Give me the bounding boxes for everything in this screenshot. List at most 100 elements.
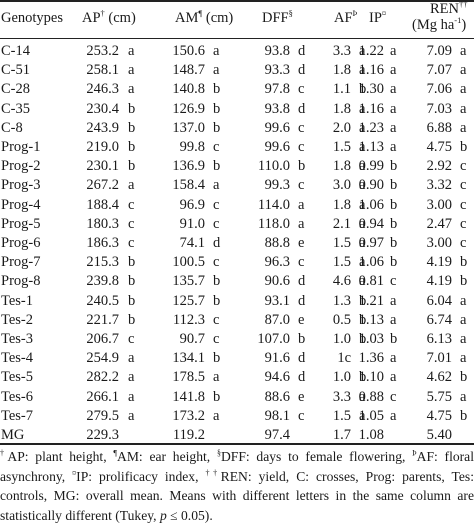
cell-am: 137.0 [172,119,205,136]
cell-ren: 4.62 [426,369,452,386]
cell-ap: 186.3 [86,235,119,251]
cell-dff: 96.3 [264,254,290,271]
cell-ap: 180.3 [86,215,119,232]
table-row: C-8 243.9 b 137.0 b 99.6 c 2.0 a 1.23 a 6.88 a [0,118,474,140]
table-row: Tes-2 221.7 b 112.3 c 87.0 e 0.5 b 1.13 a 6.74 a [0,310,474,332]
table-row: Prog-8 239.8 b 135.7 b 90.6 d 4.6 a 0.81 c 4.19 b [0,271,474,293]
cell-am: 150.6 [172,43,205,59]
cell-am: 135.7 [172,273,205,290]
cell-dff: 90.6 [264,273,290,290]
cell-ap: 267.2 [86,177,119,194]
cell-ren: 6.04 [426,292,452,309]
cell-ren-letter: a [460,311,467,328]
cell-ap: 254.9 [86,350,119,367]
cell-af-letter: a [359,100,366,117]
cell-af: 1.8 [332,62,351,79]
cell-dff-letter: e [298,388,305,405]
cell-af: 1.5 [332,235,351,251]
cell-dff-letter: a [298,196,305,213]
footnote-dff: DFF: days to female flowering, [220,449,413,464]
cell-ip: 1.06 [358,196,384,213]
cell-am: 141.8 [172,388,205,405]
header-genotypes: Genotypes [1,10,64,26]
cell-af-letter: b [359,292,367,309]
cell-ip-letter: b [390,254,398,271]
cell-dff: 88.8 [264,235,290,251]
cell-ap-letter: b [128,254,136,271]
cell-dff: 99.3 [264,177,290,194]
cell-af: 1.5 [332,407,351,424]
cell-am-letter: b [213,350,221,367]
cell-af-letter: a [359,177,366,194]
cell-genotype: Tes-2 [1,311,34,328]
cell-ap: 215.3 [86,254,119,271]
cell-ap: 230.4 [86,100,119,117]
header-ren: REN†† [430,0,468,17]
cell-ip: 1.16 [358,62,384,79]
cell-af-letter: a [359,407,366,424]
cell-ap-letter: c [128,235,135,251]
header-ip: IP¤ [369,9,386,26]
footnote-text: †AP: plant height, ¶AM: ear height, §DFF… [0,447,474,525]
cell-genotype: Tes-7 [1,407,34,424]
cell-ren: 7.03 [426,100,452,117]
cell-af-letter: a [359,388,366,405]
footnote-am: AM: ear height, [117,449,217,464]
cell-am-letter: a [213,369,220,386]
cell-ren-letter: b [460,273,468,290]
cell-ap-letter: c [128,215,135,232]
cell-ip-letter: a [390,62,397,79]
cell-am: 158.4 [172,177,205,194]
cell-am-letter: c [213,215,220,232]
cell-am: 96.9 [179,196,205,213]
cell-ap: 219.0 [86,139,119,155]
cell-ap-letter: a [128,369,135,386]
cell-ap-letter: b [128,100,136,117]
cell-ip-letter: b [390,235,398,251]
cell-ren-letter: b [460,407,468,424]
cell-am: 90.7 [179,331,205,347]
cell-genotype: Prog-1 [1,139,41,155]
table-row: Tes-6 266.1 a 141.8 b 88.6 e 3.3 a 0.88 c 5.75 a [0,387,474,409]
cell-genotype: Tes-1 [1,292,34,309]
cell-dff-letter: e [298,311,305,328]
cell-ip-letter: a [390,139,397,155]
cell-am-letter: c [213,331,220,347]
table-row: C-28 246.3 a 140.8 b 97.8 c 1.1 b 1.30 a 7.06 a [0,79,474,101]
header-ap: AP† (cm) [82,9,136,26]
cell-ip-letter: a [390,311,397,328]
cell-dff-letter: c [298,81,305,98]
cell-af: 1.5 [332,139,351,155]
table-row: Tes-1 240.5 b 125.7 b 93.1 d 1.3 b 1.21 a 6.04 a [0,291,474,313]
cell-ren-letter: c [460,158,467,175]
cell-genotype: Tes-4 [1,350,34,367]
cell-dff: 91.6 [264,350,290,367]
cell-ip: 0.81 [358,273,384,290]
cell-dff: 99.6 [264,119,290,136]
cell-am: 91.0 [179,215,205,232]
cell-ren-letter: a [460,119,467,136]
cell-am: 99.8 [179,139,205,155]
cell-dff-letter: d [298,43,306,59]
cell-ap: 258.1 [86,62,119,79]
cell-dff-letter: d [298,100,306,117]
cell-am: 112.3 [172,311,205,328]
cell-dff-letter: c [298,254,305,271]
cell-dff-letter: d [298,350,306,367]
cell-af: 1.8 [332,100,351,117]
header-am-label: AM [175,10,199,26]
cell-ip: 1.16 [358,100,384,117]
cell-ip-letter: b [390,158,398,175]
cell-ip-letter: a [390,407,397,424]
cell-ip: 1.08 [358,427,384,443]
cell-dff-letter: e [298,235,305,251]
cell-genotype: C-35 [1,100,30,117]
cell-dff: 93.3 [264,62,290,79]
cell-dff: 93.8 [264,43,290,59]
cell-am: 136.9 [172,158,205,175]
cell-ren-letter: a [460,350,467,367]
table-row: C-35 230.4 b 126.9 b 93.8 d 1.8 a 1.16 a 7.03 a [0,99,474,121]
table-row: Prog-5 180.3 c 91.0 c 118.0 a 2.1 a 0.94 b 2.47 c [0,214,474,236]
cell-dff-letter: c [298,119,305,136]
cell-dff-letter: c [298,177,305,194]
